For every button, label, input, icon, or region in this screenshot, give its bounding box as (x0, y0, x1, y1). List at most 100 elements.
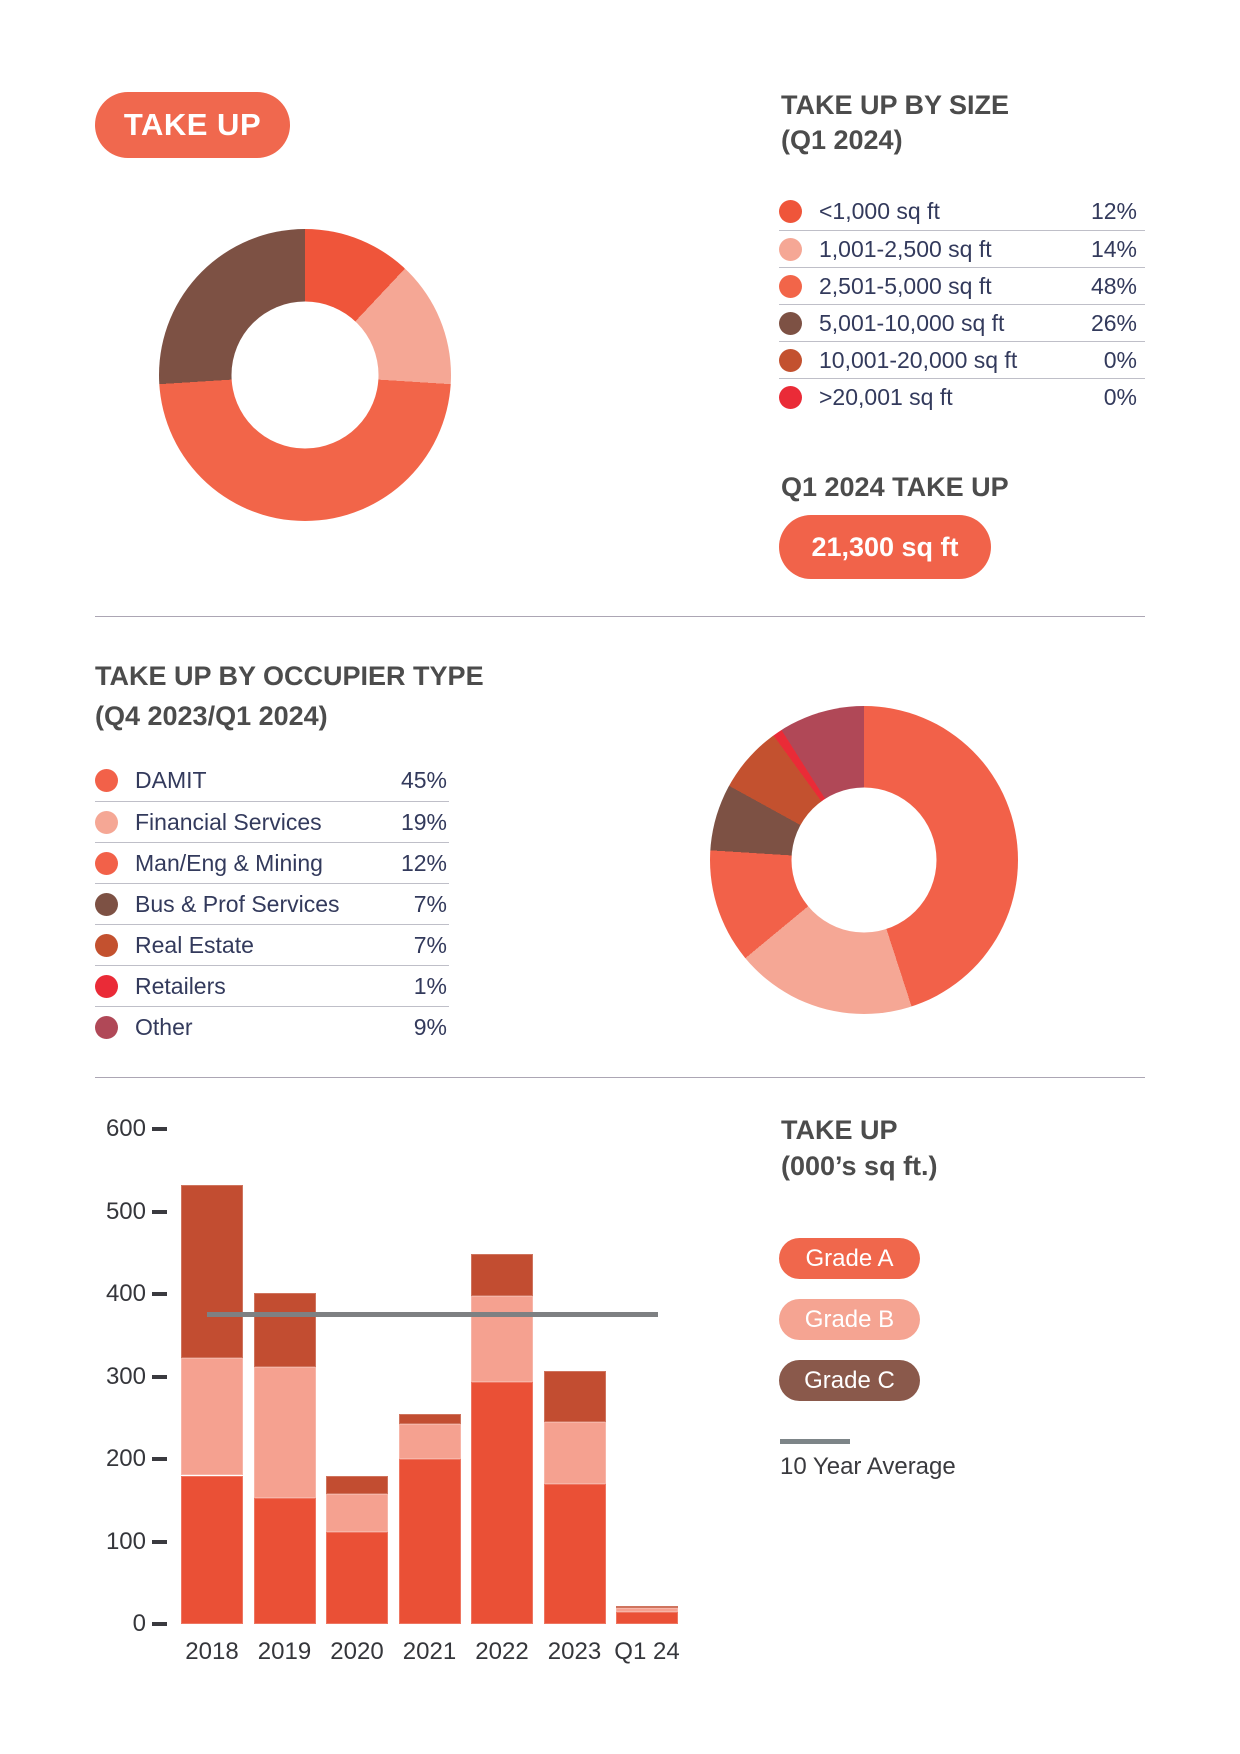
legend-value: 14% (1090, 235, 1137, 262)
y-axis-tick-mark (152, 1127, 167, 1131)
bar-segment-grade-b-2019 (253, 1367, 316, 1498)
legend-dot (95, 1015, 118, 1039)
legend-value: 45% (400, 767, 447, 793)
bar-segment-grade-c-q1-24 (616, 1605, 678, 1609)
legend-value: 1% (413, 972, 447, 999)
legend-value: 12% (400, 849, 447, 876)
x-axis-label: 2023 (547, 1638, 602, 1665)
x-axis-label: 2020 (330, 1638, 384, 1665)
legend-dot (95, 769, 118, 792)
legend-row: <1,000 sq ft 12% (779, 193, 1145, 230)
bar-section-title: TAKE UP (000’s sq ft.) (781, 1112, 938, 1184)
occupier-title-line2: (Q4 2023/Q1 2024) (95, 701, 328, 731)
legend-label: Bus & Prof Services (135, 890, 340, 917)
bar-title-line2: (000’s sq ft.) (781, 1151, 938, 1181)
y-axis-tick-mark (152, 1539, 167, 1544)
section-divider-1 (95, 616, 1145, 617)
grade-c-pill: Grade C (779, 1360, 920, 1401)
bar-segment-grade-a-q1-24 (616, 1611, 678, 1624)
legend-dot (779, 385, 802, 409)
bar-segment-grade-b-2021 (398, 1424, 461, 1459)
y-axis-tick-mark (152, 1622, 167, 1626)
x-axis-label: 2022 (475, 1638, 529, 1665)
legend-label: Real Estate (135, 931, 254, 958)
legend-row: >20,001 sq ft 0% (779, 378, 1145, 415)
legend-row: Other 9% (95, 1006, 449, 1047)
legend-value: 0% (1103, 346, 1137, 373)
bar-title-line1: TAKE UP (781, 1115, 898, 1145)
occupier-legend: DAMIT 45% Financial Services 19% Man/Eng & M… (95, 760, 449, 1047)
legend-label: <1,000 sq ft (819, 198, 940, 224)
bar-segment-grade-c-2022 (471, 1254, 533, 1296)
legend-label: Financial Services (135, 808, 322, 835)
legend-row: 10,001-20,000 sq ft 0% (779, 341, 1145, 378)
legend-value: 12% (1090, 198, 1137, 224)
bar-segment-grade-a-2023 (543, 1483, 606, 1624)
legend-dot (779, 311, 802, 335)
bar-segment-grade-b-q1-24 (616, 1608, 678, 1612)
bar-segment-grade-b-2020 (326, 1493, 388, 1532)
legend-label: 10,001-20,000 sq ft (819, 346, 1018, 373)
y-axis-tick-label: 100 (105, 1527, 146, 1555)
size-title-line2: (Q1 2024) (781, 125, 903, 155)
legend-row: Retailers 1% (95, 965, 449, 1006)
bar-segment-grade-c-2023 (543, 1370, 606, 1422)
q1-takeup-heading: Q1 2024 TAKE UP (781, 472, 1009, 502)
legend-row: Man/Eng & Mining 12% (95, 842, 449, 883)
legend-row: DAMIT 45% (95, 760, 449, 801)
size-section-title: TAKE UP BY SIZE (Q1 2024) (781, 88, 1009, 158)
legend-dot (95, 974, 118, 998)
bar-segment-grade-c-2018 (181, 1185, 243, 1359)
bar-segment-grade-c-2019 (253, 1293, 316, 1368)
donut-hole (231, 301, 379, 449)
x-axis-label: 2019 (257, 1638, 312, 1665)
occupier-title-line1: TAKE UP BY OCCUPIER TYPE (95, 661, 484, 691)
bar-segment-grade-a-2018 (181, 1475, 243, 1624)
bar-segment-grade-b-2018 (181, 1358, 243, 1476)
legend-row: 1,001-2,500 sq ft 14% (779, 230, 1145, 267)
bar-segment-grade-b-2022 (471, 1295, 533, 1383)
legend-label: 2,501-5,000 sq ft (819, 272, 992, 299)
legend-value: 19% (400, 808, 447, 835)
x-axis-label: Q1 24 (614, 1638, 680, 1665)
legend-value: 48% (1090, 272, 1137, 299)
average-line-label: 10 Year Average (780, 1453, 956, 1480)
grade-b-pill: Grade B (779, 1299, 920, 1340)
legend-row: Real Estate 7% (95, 924, 449, 965)
y-axis-tick-label: 400 (105, 1280, 146, 1307)
legend-label: >20,001 sq ft (819, 383, 953, 410)
x-axis-label: 2021 (402, 1638, 457, 1665)
legend-label: Other (135, 1013, 193, 1040)
y-axis-tick-label: 300 (105, 1362, 146, 1390)
y-axis-tick-mark (152, 1292, 167, 1296)
legend-label: 5,001-10,000 sq ft (819, 309, 1005, 336)
y-axis-tick-label: 200 (105, 1445, 146, 1472)
legend-dot (779, 274, 802, 298)
bar-segment-grade-c-2021 (398, 1413, 461, 1425)
legend-dot (95, 892, 118, 916)
legend-value: 26% (1090, 309, 1137, 336)
average-line-swatch (780, 1439, 850, 1444)
legend-label: Retailers (135, 972, 226, 999)
q1-total-badge: 21,300 sq ft (779, 515, 991, 579)
size-donut-chart (159, 229, 451, 521)
grade-a-pill: Grade A (779, 1238, 920, 1279)
size-title-line1: TAKE UP BY SIZE (781, 90, 1010, 120)
ten-year-average-line (207, 1312, 658, 1318)
y-axis-tick-label: 600 (105, 1115, 146, 1142)
bar-segment-grade-a-2019 (253, 1497, 316, 1624)
legend-label: 1,001-2,500 sq ft (819, 235, 992, 262)
legend-value: 0% (1103, 383, 1137, 410)
y-axis-tick-mark (152, 1374, 167, 1379)
legend-value: 9% (413, 1013, 447, 1040)
bar-segment-grade-a-2022 (471, 1382, 533, 1624)
legend-label: Man/Eng & Mining (135, 849, 323, 876)
bar-segment-grade-a-2020 (326, 1531, 388, 1624)
legend-label: DAMIT (135, 767, 207, 793)
bar-segment-grade-a-2021 (398, 1459, 461, 1624)
y-axis-tick-mark (152, 1209, 167, 1214)
bar-segment-grade-c-2020 (326, 1475, 388, 1494)
take-up-badge: TAKE UP (95, 92, 290, 158)
legend-dot (95, 933, 118, 957)
